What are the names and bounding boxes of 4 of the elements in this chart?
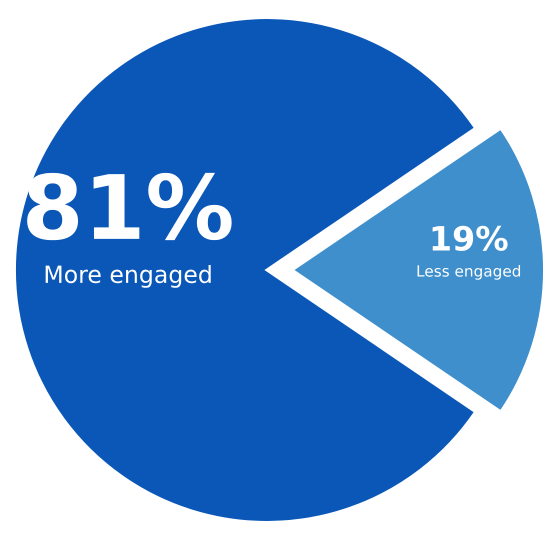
slice-label: Less engaged <box>418 264 520 280</box>
data-label: 19% <box>432 226 508 251</box>
slice-label: More engaged <box>46 264 211 288</box>
data-label: 81% <box>27 172 232 240</box>
